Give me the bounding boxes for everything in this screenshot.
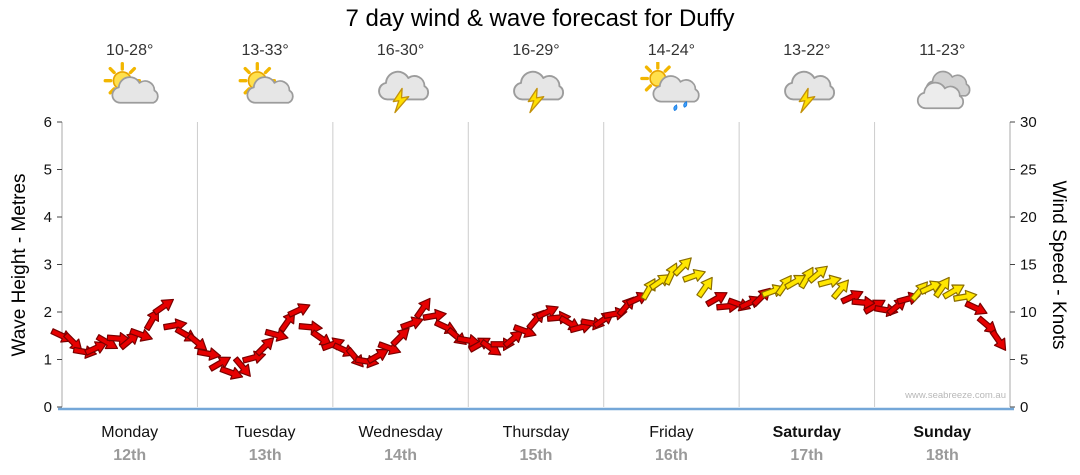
wind-arrow bbox=[84, 341, 108, 356]
wind-axis-tick-label: 0 bbox=[1020, 399, 1028, 416]
wind-arrow bbox=[953, 289, 978, 304]
wind-axis-tick-label: 10 bbox=[1020, 304, 1037, 321]
day-label: Wednesday bbox=[358, 424, 442, 441]
wave-axis-tick-label: 5 bbox=[44, 162, 52, 179]
wind-arrow bbox=[705, 291, 728, 308]
weather-icon bbox=[468, 60, 603, 118]
wind-axis-tick-label: 25 bbox=[1020, 162, 1037, 179]
wind-arrow bbox=[976, 315, 998, 334]
day-label: Saturday bbox=[773, 424, 842, 441]
wind-arrow bbox=[287, 303, 311, 318]
wind-arrow bbox=[640, 278, 656, 301]
wave-axis-tick-label: 0 bbox=[44, 399, 52, 416]
wave-axis-tick-label: 6 bbox=[44, 114, 52, 131]
wind-arrow bbox=[817, 274, 842, 288]
day-date-label: 17th bbox=[790, 447, 823, 464]
wind-arrow bbox=[298, 320, 323, 335]
temperature-range: 13-22° bbox=[783, 42, 831, 59]
wind-arrow bbox=[264, 328, 289, 342]
storm-icon bbox=[513, 70, 565, 113]
day-date-label: 12th bbox=[113, 447, 146, 464]
wind-arrow bbox=[831, 279, 850, 300]
wind-arrow bbox=[696, 276, 713, 299]
wind-arrow bbox=[502, 330, 524, 349]
wind-arrow bbox=[400, 316, 424, 331]
wind-arrow bbox=[186, 332, 208, 351]
wind-arrow bbox=[863, 299, 886, 315]
temperature-range: 14-24° bbox=[647, 42, 696, 59]
wind-arrow bbox=[933, 276, 950, 299]
temperature-range: 11-23° bbox=[919, 42, 966, 59]
wave-axis-tick-label: 3 bbox=[44, 257, 52, 274]
wind-arrow bbox=[512, 324, 537, 338]
temperature-range: 13-33° bbox=[241, 42, 289, 59]
wave-axis-tick-label: 4 bbox=[44, 209, 52, 226]
weather-icon bbox=[739, 60, 874, 118]
wave-axis-tick-label: 1 bbox=[44, 352, 52, 369]
wind-arrow bbox=[163, 318, 188, 332]
chart-title: 7 day wind & wave forecast for Duffy bbox=[345, 5, 735, 32]
wind-arrow bbox=[377, 341, 402, 356]
wind-arrow bbox=[208, 356, 231, 372]
day-label: Sunday bbox=[913, 424, 971, 441]
wind-arrow bbox=[942, 284, 965, 300]
temperature-range: 16-30° bbox=[376, 42, 425, 59]
storm-icon bbox=[377, 70, 429, 113]
weather-icon bbox=[333, 60, 468, 118]
storm-icon bbox=[783, 70, 835, 113]
wind-arrow bbox=[232, 356, 251, 377]
wind-arrow bbox=[807, 265, 828, 284]
day-label: Monday bbox=[101, 424, 158, 441]
wind-arrow bbox=[254, 337, 275, 357]
day-date-label: 13th bbox=[249, 447, 282, 464]
wind-arrow bbox=[143, 308, 160, 332]
wind-arrow bbox=[119, 332, 140, 351]
weather-icon bbox=[62, 60, 197, 118]
weather-icon bbox=[197, 60, 332, 118]
day-date-label: 16th bbox=[655, 447, 688, 464]
wind-arrow bbox=[989, 329, 1007, 351]
wind-arrow bbox=[840, 289, 864, 305]
wind-axis-tick-label: 20 bbox=[1020, 209, 1037, 226]
day-label: Friday bbox=[649, 424, 693, 441]
day-date-label: 15th bbox=[520, 447, 553, 464]
wind-arrow bbox=[390, 327, 410, 347]
sun-rain-icon bbox=[640, 61, 701, 111]
day-label: Tuesday bbox=[235, 424, 296, 441]
wind-arrow bbox=[129, 327, 153, 342]
wind-arrow bbox=[219, 365, 244, 380]
wind-arrow bbox=[798, 266, 814, 290]
temperature-range: 16-29° bbox=[512, 42, 560, 59]
wave-axis-tick-label: 2 bbox=[44, 304, 52, 321]
wind-axis-tick-label: 30 bbox=[1020, 114, 1037, 131]
day-label: Thursday bbox=[503, 424, 570, 441]
temperature-range: 10-28° bbox=[106, 42, 154, 59]
wind-arrow bbox=[414, 297, 431, 320]
day-date-label: 14th bbox=[384, 447, 417, 464]
cloudy-icon bbox=[917, 70, 971, 109]
wind-arrow bbox=[964, 300, 988, 316]
weather-icon bbox=[875, 60, 1010, 118]
weather-icon bbox=[604, 60, 739, 118]
wind-arrow bbox=[152, 298, 175, 316]
day-date-label: 18th bbox=[926, 447, 959, 464]
wind-axis-tick-label: 15 bbox=[1020, 257, 1037, 274]
wind-arrow bbox=[366, 348, 389, 365]
wind-arrow bbox=[672, 257, 692, 277]
sun-cloud-icon bbox=[238, 61, 294, 104]
wind-axis-tick-label: 5 bbox=[1020, 352, 1028, 369]
wind-arrow bbox=[535, 305, 559, 320]
wind-arrow bbox=[196, 347, 222, 361]
watermark: www.seabreeze.com.au bbox=[904, 390, 1006, 401]
sun-cloud-icon bbox=[103, 61, 159, 104]
wind-arrow bbox=[422, 308, 447, 323]
wind-arrow bbox=[682, 268, 706, 283]
